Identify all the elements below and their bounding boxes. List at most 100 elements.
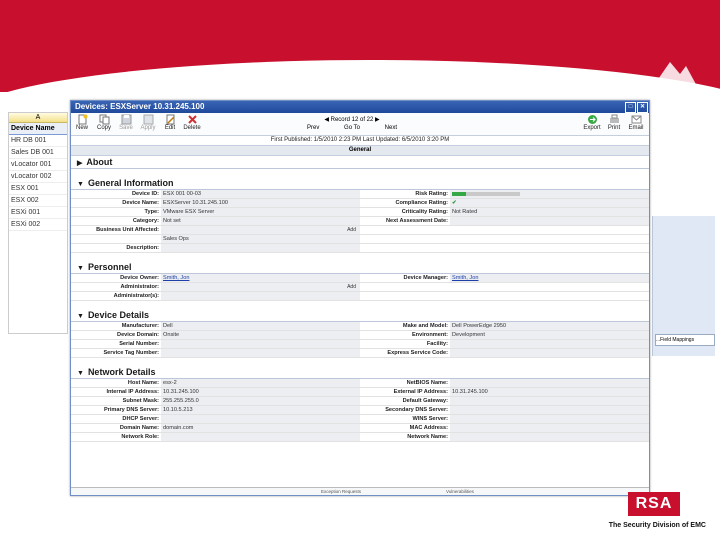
- rsa-mountain-logo: [652, 62, 698, 88]
- slide-banner: [0, 0, 720, 92]
- collapse-arrow-icon: ▼: [77, 181, 84, 188]
- manufacturer-field[interactable]: Dell: [161, 322, 360, 330]
- close-icon[interactable]: ✕: [637, 102, 648, 113]
- domain-name-field[interactable]: domain.com: [161, 424, 360, 432]
- email-button[interactable]: Email: [625, 114, 647, 131]
- add-business-unit-link[interactable]: Add: [347, 227, 356, 233]
- export-button[interactable]: Export: [581, 114, 603, 131]
- administrator-field: Add: [161, 283, 360, 291]
- edit-button[interactable]: Edit: [159, 114, 181, 131]
- prev-button[interactable]: Prev: [307, 125, 320, 131]
- environment-field[interactable]: Development: [450, 331, 649, 339]
- section-personnel[interactable]: ▼ Personnel: [71, 261, 649, 274]
- exception-requests-link[interactable]: Exception Requests: [321, 489, 362, 494]
- section-network-details[interactable]: ▼ Network Details: [71, 366, 649, 379]
- secondary-dns-field[interactable]: [450, 406, 649, 414]
- list-item[interactable]: ESX 002: [9, 195, 67, 207]
- next-assessment-field[interactable]: [450, 217, 649, 225]
- network-name-field[interactable]: [450, 433, 649, 441]
- device-id-field[interactable]: ESX 001 00-03: [161, 190, 360, 198]
- record-navigator: ◀ Record 12 of 22 ▶ Prev Go To Next: [307, 116, 397, 131]
- add-administrator-link[interactable]: Add: [347, 284, 356, 290]
- window-titlebar: Devices: ESXServer 10.31.245.100 □ ✕: [71, 101, 649, 113]
- administrators-label: Administrator(s):: [113, 293, 159, 299]
- record-counter[interactable]: Record 12 of 22: [330, 117, 374, 123]
- network-role-field[interactable]: [161, 433, 360, 441]
- list-item[interactable]: vLocator 002: [9, 171, 67, 183]
- section-about[interactable]: ▶ About: [71, 156, 649, 169]
- restore-icon[interactable]: □: [625, 102, 636, 113]
- footer-tagline: The Security Division of EMC: [608, 522, 706, 529]
- device-domain-field[interactable]: Onsite: [161, 331, 360, 339]
- subnet-mask-label: Subnet Mask:: [122, 398, 159, 404]
- external-ip-field[interactable]: 10.31.245.100: [450, 388, 649, 396]
- banner-swoosh: [0, 60, 720, 92]
- list-item[interactable]: ESXi 002: [9, 219, 67, 231]
- apply-button[interactable]: Apply: [137, 114, 159, 131]
- environment-label: Environment:: [411, 332, 448, 338]
- record-content: ▶ About ▼ General Information Device ID: ES…: [71, 156, 649, 442]
- collapse-arrow-icon: ▼: [77, 370, 84, 377]
- collapse-arrow-icon: ▼: [77, 265, 84, 272]
- category-field[interactable]: Not set: [161, 217, 360, 225]
- goto-button[interactable]: Go To: [344, 125, 360, 131]
- make-model-field[interactable]: Dell PowerEdge 2950: [450, 322, 649, 330]
- print-button[interactable]: Print: [603, 114, 625, 131]
- category-label: Category:: [132, 218, 159, 224]
- new-button[interactable]: New: [71, 114, 93, 131]
- netbios-field[interactable]: [450, 379, 649, 387]
- dhcp-field[interactable]: [161, 415, 360, 423]
- type-field[interactable]: VMware ESX Server: [161, 208, 360, 216]
- type-label: Type:: [144, 209, 159, 215]
- device-record-window: Devices: ESXServer 10.31.245.100 □ ✕ New…: [70, 100, 650, 496]
- list-item[interactable]: ESXi 001: [9, 207, 67, 219]
- device-name-field[interactable]: ESXServer 10.31.245.100: [161, 199, 360, 207]
- field-mappings-tab[interactable]: ...Field Mappings: [655, 334, 715, 346]
- facility-field[interactable]: [450, 340, 649, 348]
- domain-name-label: Domain Name:: [119, 425, 159, 431]
- device-owner-label: Device Owner:: [120, 275, 159, 281]
- vulnerabilities-link[interactable]: Vulnerabilities: [446, 489, 474, 494]
- next-arrow-icon[interactable]: ▶: [375, 117, 380, 123]
- mac-address-field[interactable]: [450, 424, 649, 432]
- next-button[interactable]: Next: [384, 125, 397, 131]
- list-item[interactable]: vLocator 001: [9, 159, 67, 171]
- edit-icon: [166, 114, 175, 125]
- facility-label: Facility:: [426, 341, 448, 347]
- list-sort-header[interactable]: A: [9, 113, 67, 123]
- printer-icon: [609, 114, 619, 123]
- section-device-details[interactable]: ▼ Device Details: [71, 309, 649, 322]
- prev-arrow-icon[interactable]: ◀: [324, 117, 329, 123]
- save-icon: [121, 114, 131, 125]
- subnet-mask-field[interactable]: 255.255.255.0: [161, 397, 360, 405]
- delete-button[interactable]: Delete: [181, 114, 203, 131]
- service-tag-field[interactable]: [161, 349, 360, 357]
- description-field[interactable]: [161, 244, 360, 252]
- compliance-rating-label: Compliance Rating:: [395, 200, 448, 206]
- device-name-label: Device Name:: [122, 200, 159, 206]
- checkmark-icon: ✔: [452, 200, 457, 206]
- list-item[interactable]: HR DB 001: [9, 135, 67, 147]
- host-name-field[interactable]: esx-2: [161, 379, 360, 387]
- internal-ip-field[interactable]: 10.31.245.100: [161, 388, 360, 396]
- primary-dns-field[interactable]: 10.10.5.213: [161, 406, 360, 414]
- list-item[interactable]: ESX 001: [9, 183, 67, 195]
- list-column-device-name[interactable]: Device Name: [9, 123, 67, 135]
- toolbar: New Copy Save Apply Edit Delete ◀ Record…: [71, 113, 649, 136]
- copy-icon: [99, 114, 109, 125]
- express-service-field[interactable]: [450, 349, 649, 357]
- save-button[interactable]: Save: [115, 114, 137, 131]
- business-unit-label: Business Unit Affected:: [96, 227, 159, 233]
- list-item[interactable]: Sales DB 001: [9, 147, 67, 159]
- default-gateway-field[interactable]: [450, 397, 649, 405]
- copy-button[interactable]: Copy: [93, 114, 115, 131]
- device-manager-link[interactable]: Smith, Jon: [450, 274, 649, 282]
- wins-field[interactable]: [450, 415, 649, 423]
- mac-address-label: MAC Address:: [409, 425, 448, 431]
- section-general-information[interactable]: ▼ General Information: [71, 177, 649, 190]
- network-role-label: Network Role:: [121, 434, 159, 440]
- background-panel: ...Field Mappings: [652, 216, 715, 356]
- serial-number-field[interactable]: [161, 340, 360, 348]
- tab-general[interactable]: General: [71, 145, 649, 156]
- device-owner-link[interactable]: Smith, Jon: [161, 274, 360, 282]
